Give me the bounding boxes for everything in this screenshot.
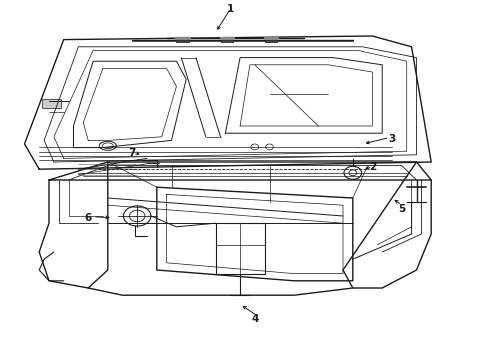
Circle shape bbox=[344, 166, 362, 179]
Circle shape bbox=[349, 170, 357, 176]
Text: 5: 5 bbox=[398, 204, 405, 214]
Circle shape bbox=[266, 144, 273, 150]
Circle shape bbox=[251, 144, 259, 150]
Ellipse shape bbox=[99, 141, 117, 150]
Text: 6: 6 bbox=[85, 213, 92, 223]
Bar bbox=[176, 38, 189, 42]
Text: 3: 3 bbox=[389, 134, 395, 144]
Bar bbox=[42, 99, 61, 108]
Text: 2: 2 bbox=[369, 162, 376, 172]
Text: 7: 7 bbox=[128, 148, 136, 158]
Ellipse shape bbox=[102, 143, 113, 149]
Bar bbox=[265, 38, 277, 42]
Circle shape bbox=[123, 206, 151, 226]
Text: 1: 1 bbox=[227, 4, 234, 14]
Text: 4: 4 bbox=[251, 314, 259, 324]
FancyBboxPatch shape bbox=[216, 223, 265, 274]
Bar bbox=[220, 38, 233, 42]
Circle shape bbox=[129, 210, 145, 222]
